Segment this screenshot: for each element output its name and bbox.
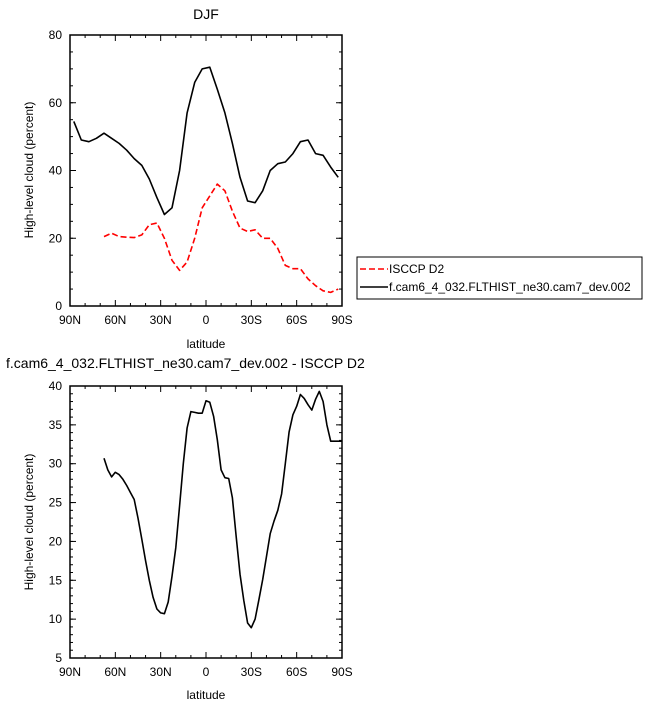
- bottom-y-tick-label: 5: [55, 651, 62, 665]
- panel-bottom: f.cam6_4_032.FLTHIST_ne30.cam7_dev.002 -…: [6, 355, 365, 702]
- bottom-y-tick-label: 40: [49, 379, 63, 393]
- top-y-tick-label: 60: [49, 96, 63, 110]
- bottom-y-tick-label: 35: [49, 418, 63, 432]
- bottom-x-axis-label: latitude: [187, 688, 226, 702]
- top-y-tick-label: 0: [55, 299, 62, 313]
- top-y-tick-label: 80: [49, 28, 63, 42]
- bottom-x-tick-label: 60S: [286, 665, 307, 679]
- bottom-y-tick-label: 30: [49, 457, 63, 471]
- top-series-line-0: [103, 183, 339, 294]
- top-x-axis-label: latitude: [187, 337, 226, 351]
- legend: ISCCP D2 f.cam6_4_032.FLTHIST_ne30.cam7_…: [356, 256, 643, 300]
- top-x-tick-label: 90S: [331, 313, 352, 327]
- legend-label-isccp: ISCCP D2: [389, 262, 444, 276]
- bottom-x-tick-label: 0: [203, 665, 210, 679]
- panel-top: DJF 90N 60N 30N 0 30S 60S 90S 0 20 40 60 80 latitud…: [22, 6, 643, 351]
- top-y-tick-label: 20: [49, 231, 63, 245]
- bottom-plot-area: 90N 60N 30N 0 30S 60S 90S 5 10 15 20 25 30 35 40: [49, 379, 353, 679]
- bottom-y-tick-label: 10: [49, 612, 63, 626]
- bottom-y-tick-label: 20: [49, 534, 63, 548]
- top-x-tick-label: 90N: [59, 313, 81, 327]
- bottom-series-line-0: [103, 390, 342, 629]
- top-y-axis-label: High-level cloud (percent): [22, 102, 36, 239]
- top-y-tick-label: 40: [49, 164, 63, 178]
- top-plot-frame: [69, 34, 343, 307]
- top-x-tick-label: 60S: [286, 313, 307, 327]
- bottom-x-tick-label: 90S: [331, 665, 352, 679]
- legend-box: [356, 256, 643, 300]
- bottom-x-tick-label: 60N: [104, 665, 126, 679]
- bottom-y-tick-label: 15: [49, 573, 63, 587]
- bottom-y-axis-label: High-level cloud (percent): [22, 454, 36, 591]
- bottom-plot-frame: [69, 385, 343, 659]
- top-x-tick-label: 0: [203, 313, 210, 327]
- top-x-tick-label: 30S: [241, 313, 262, 327]
- bottom-chart-title: f.cam6_4_032.FLTHIST_ne30.cam7_dev.002 -…: [6, 355, 365, 371]
- top-plot-area: 90N 60N 30N 0 30S 60S 90S 0 20 40 60 80: [49, 28, 353, 327]
- top-series-line-1: [73, 66, 339, 216]
- top-x-tick-label: 60N: [104, 313, 126, 327]
- bottom-x-tick-label: 90N: [59, 665, 81, 679]
- top-x-tick-label: 30N: [150, 313, 172, 327]
- bottom-x-tick-label: 30N: [150, 665, 172, 679]
- top-chart-title: DJF: [193, 6, 219, 22]
- bottom-y-tick-label: 25: [49, 496, 63, 510]
- bottom-x-tick-label: 30S: [241, 665, 262, 679]
- legend-label-model: f.cam6_4_032.FLTHIST_ne30.cam7_dev.002: [389, 280, 631, 294]
